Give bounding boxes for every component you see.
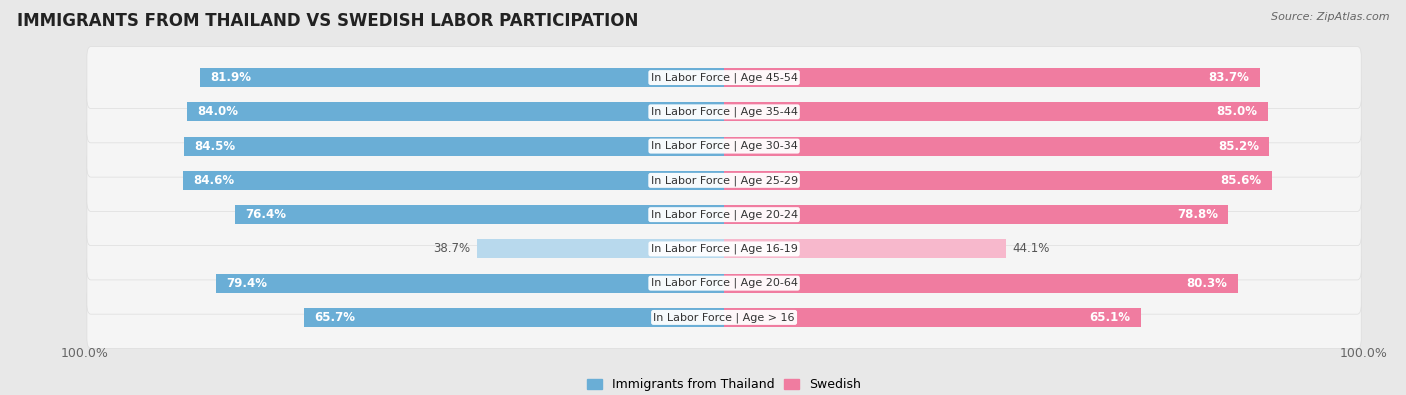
Text: 80.3%: 80.3% [1187,276,1227,290]
Bar [724,205,1229,224]
Text: 84.5%: 84.5% [194,139,235,152]
Bar [235,205,724,224]
Bar [187,102,724,121]
Text: Source: ZipAtlas.com: Source: ZipAtlas.com [1271,12,1389,22]
Text: 85.6%: 85.6% [1220,174,1261,187]
Bar [724,171,1271,190]
Text: 76.4%: 76.4% [246,208,287,221]
Bar [217,274,724,293]
Text: In Labor Force | Age 45-54: In Labor Force | Age 45-54 [651,72,797,83]
Bar [477,239,724,258]
Text: In Labor Force | Age 20-64: In Labor Force | Age 20-64 [651,278,797,288]
Bar [724,308,1140,327]
Bar [183,171,724,190]
Text: In Labor Force | Age > 16: In Labor Force | Age > 16 [654,312,794,323]
Text: In Labor Force | Age 30-34: In Labor Force | Age 30-34 [651,141,797,151]
Text: 85.0%: 85.0% [1216,105,1257,118]
Bar [724,137,1270,156]
Text: 65.7%: 65.7% [314,311,356,324]
FancyBboxPatch shape [87,115,1361,177]
FancyBboxPatch shape [87,81,1361,143]
Text: In Labor Force | Age 16-19: In Labor Force | Age 16-19 [651,244,797,254]
FancyBboxPatch shape [87,47,1361,109]
Bar [304,308,724,327]
Text: 78.8%: 78.8% [1177,208,1218,221]
Text: 38.7%: 38.7% [433,243,470,256]
Text: In Labor Force | Age 25-29: In Labor Force | Age 25-29 [651,175,797,186]
Bar [724,102,1268,121]
Text: 44.1%: 44.1% [1012,243,1050,256]
FancyBboxPatch shape [87,286,1361,348]
Text: 81.9%: 81.9% [211,71,252,84]
Bar [184,137,724,156]
Text: In Labor Force | Age 35-44: In Labor Force | Age 35-44 [651,107,797,117]
FancyBboxPatch shape [87,252,1361,314]
Text: 65.1%: 65.1% [1090,311,1130,324]
FancyBboxPatch shape [87,218,1361,280]
Bar [724,274,1237,293]
Bar [200,68,724,87]
Bar [724,239,1007,258]
FancyBboxPatch shape [87,149,1361,211]
Bar [724,68,1260,87]
FancyBboxPatch shape [87,184,1361,246]
Text: In Labor Force | Age 20-24: In Labor Force | Age 20-24 [651,209,797,220]
Text: 83.7%: 83.7% [1208,71,1250,84]
Text: 79.4%: 79.4% [226,276,267,290]
Legend: Immigrants from Thailand, Swedish: Immigrants from Thailand, Swedish [582,373,866,395]
Text: 84.0%: 84.0% [197,105,238,118]
Text: 85.2%: 85.2% [1218,139,1258,152]
Text: IMMIGRANTS FROM THAILAND VS SWEDISH LABOR PARTICIPATION: IMMIGRANTS FROM THAILAND VS SWEDISH LABO… [17,12,638,30]
Text: 84.6%: 84.6% [193,174,235,187]
